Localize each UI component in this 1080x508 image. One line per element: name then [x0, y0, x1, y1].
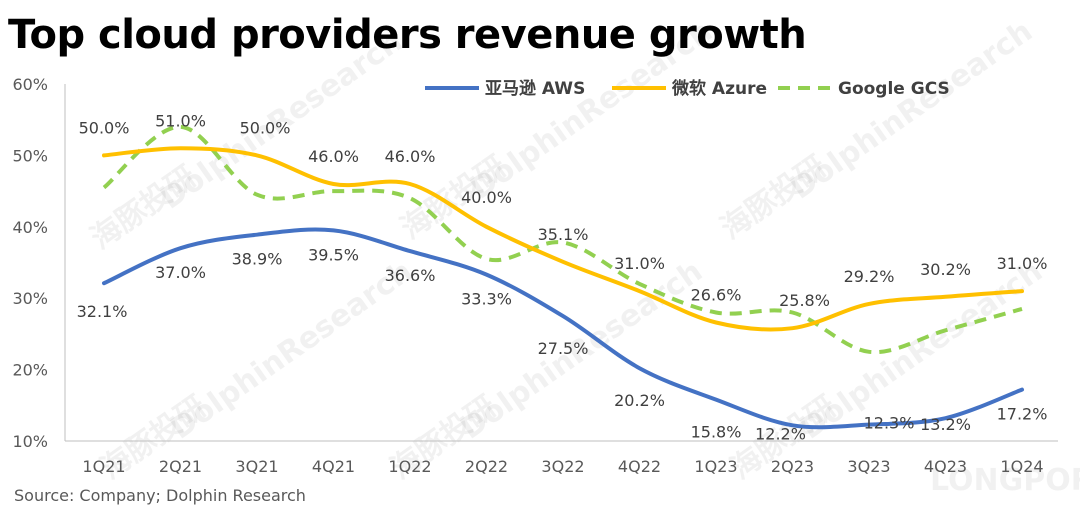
- x-tick-label: 1Q23: [694, 457, 737, 476]
- data-label-0: 39.5%: [308, 245, 359, 264]
- data-label-1: 50.0%: [79, 118, 130, 137]
- data-label-0: 12.3%: [864, 414, 915, 433]
- data-label-0: 13.2%: [920, 415, 971, 434]
- data-label-0: 32.1%: [77, 302, 128, 321]
- data-label-1: 31.0%: [997, 254, 1048, 273]
- x-tick-label: 2Q21: [159, 457, 202, 476]
- data-label-1: 35.1%: [538, 225, 589, 244]
- data-label-1: 25.8%: [779, 291, 830, 310]
- x-tick-label: 3Q22: [541, 457, 584, 476]
- series-line-2: [102, 124, 1023, 355]
- data-label-1: 31.0%: [614, 254, 665, 273]
- y-tick-label: 20%: [12, 361, 48, 380]
- data-label-1: 51.0%: [155, 111, 206, 130]
- x-tick-label: 4Q23: [924, 457, 967, 476]
- legend: 亚马逊 AWS 微软 Azure Google GCS: [425, 78, 950, 99]
- legend-label: 微软 Azure: [671, 78, 767, 99]
- x-tick-label: 1Q22: [388, 457, 431, 476]
- x-tick-label: 4Q21: [312, 457, 355, 476]
- data-label-0: 15.8%: [691, 423, 742, 442]
- chart-title: Top cloud providers revenue growth: [8, 12, 807, 58]
- data-label-1: 26.6%: [691, 285, 742, 304]
- x-tick-label: 1Q21: [82, 457, 125, 476]
- data-label-0: 27.5%: [538, 339, 589, 358]
- data-label-0: 38.9%: [232, 250, 283, 269]
- data-label-1: 29.2%: [844, 267, 895, 286]
- legend-label: 亚马逊 AWS: [485, 79, 585, 99]
- x-tick-label: 2Q23: [771, 457, 814, 476]
- y-tick-label: 50%: [12, 146, 48, 165]
- data-label-1: 30.2%: [920, 260, 971, 279]
- data-labels: 50.0% 51.0% 50.0% 46.0% 46.0% 40.0% 35.1% 31.0%…: [77, 111, 1048, 443]
- data-label-1: 40.0%: [461, 188, 512, 207]
- data-label-1: 50.0%: [240, 118, 291, 137]
- legend-label: Google GCS: [838, 79, 950, 99]
- x-tick-label: 4Q22: [618, 457, 661, 476]
- y-tick-label: 30%: [12, 289, 48, 308]
- y-tick-label: 60%: [12, 75, 48, 94]
- data-label-0: 12.2%: [755, 424, 806, 443]
- source-note: Source: Company; Dolphin Research: [14, 486, 306, 505]
- x-tick-label: 3Q23: [847, 457, 890, 476]
- data-label-0: 20.2%: [614, 391, 665, 410]
- series-line-1: [102, 146, 1024, 332]
- data-label-1: 46.0%: [385, 147, 436, 166]
- watermark-brand: LONGPORT: [930, 463, 1080, 498]
- x-tick-label: 2Q22: [465, 457, 508, 476]
- series-line-0: [102, 227, 1024, 430]
- y-tick-label: 10%: [12, 432, 48, 451]
- data-label-1: 46.0%: [308, 147, 359, 166]
- data-label-0: 17.2%: [997, 405, 1048, 424]
- series-lines: [102, 124, 1024, 430]
- x-tick-label: 1Q24: [1000, 457, 1043, 476]
- data-label-0: 37.0%: [155, 263, 206, 282]
- x-tick-label: 3Q21: [235, 457, 278, 476]
- y-tick-label: 40%: [12, 218, 48, 237]
- axes: 10% 20% 30% 40% 50% 60% 1Q21 2Q21 3Q21 4Q21 1Q22 2Q…: [12, 75, 1058, 476]
- data-label-0: 36.6%: [385, 266, 436, 285]
- data-label-0: 33.3%: [461, 290, 512, 309]
